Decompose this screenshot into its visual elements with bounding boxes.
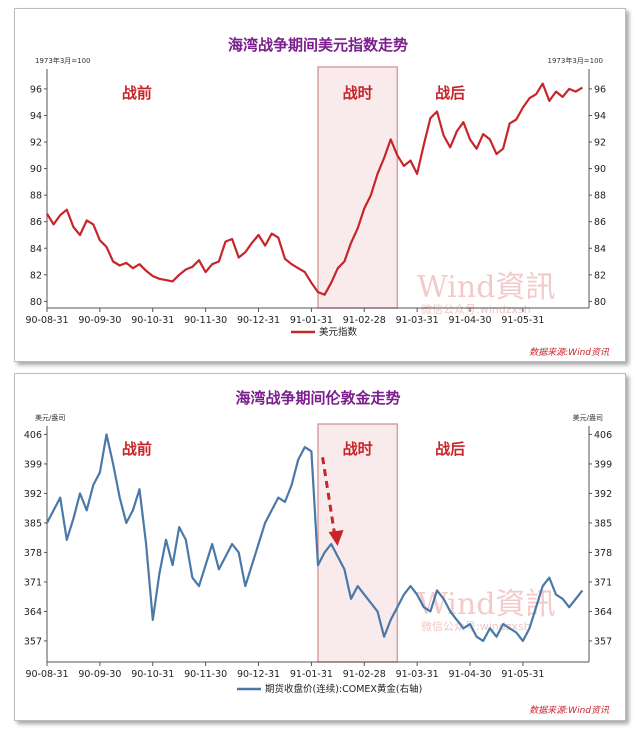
y-tick-label-left: 392 bbox=[24, 489, 42, 500]
war-period-box bbox=[317, 423, 399, 663]
phase-label-before: 战前 bbox=[122, 84, 152, 102]
legend-label: 期货收盘价(连续):COMEX黄金(右轴) bbox=[265, 683, 422, 695]
chart-title: 海湾战争期间美元指数走势 bbox=[228, 36, 408, 54]
y-tick-label-left: 80 bbox=[30, 297, 42, 308]
legend-label: 美元指数 bbox=[319, 326, 358, 338]
left-axis-unit: 1973年3月=100 bbox=[35, 56, 91, 65]
x-tick-label: 91-04-30 bbox=[448, 315, 491, 326]
x-tick-label: 90-09-30 bbox=[78, 315, 121, 326]
x-tick-label: 91-05-31 bbox=[501, 315, 544, 326]
phase-label-before: 战前 bbox=[122, 440, 152, 458]
x-tick-label: 91-01-31 bbox=[290, 315, 333, 326]
y-tick-label-right: 86 bbox=[594, 217, 606, 228]
x-tick-label: 90-09-30 bbox=[78, 669, 121, 680]
y-tick-label-left: 371 bbox=[24, 577, 42, 588]
y-tick-label-right: 357 bbox=[594, 636, 612, 647]
y-tick-label-left: 88 bbox=[30, 191, 42, 202]
x-tick-label: 91-02-28 bbox=[343, 315, 386, 326]
right-axis-unit: 1973年3月=100 bbox=[548, 56, 604, 65]
x-tick-label: 91-05-31 bbox=[501, 669, 544, 680]
x-tick-label: 91-03-31 bbox=[396, 669, 439, 680]
y-tick-label-left: 406 bbox=[24, 430, 42, 441]
x-tick-label: 90-12-31 bbox=[237, 669, 280, 680]
x-tick-label: 90-12-31 bbox=[237, 315, 280, 326]
phase-label-during: 战时 bbox=[343, 440, 373, 458]
data-source: 数据来源:Wind资讯 bbox=[529, 705, 610, 716]
x-tick-label: 91-04-30 bbox=[448, 669, 491, 680]
x-tick-label: 90-08-31 bbox=[25, 315, 68, 326]
phase-label-after: 战后 bbox=[435, 84, 465, 102]
y-tick-label-right: 82 bbox=[594, 270, 606, 281]
y-tick-label-left: 364 bbox=[24, 607, 42, 618]
y-tick-label-right: 364 bbox=[594, 607, 612, 618]
decline-arrow-shaft bbox=[321, 457, 337, 535]
y-tick-label-right: 96 bbox=[594, 84, 606, 95]
y-tick-label-left: 94 bbox=[30, 111, 42, 122]
y-tick-label-left: 399 bbox=[24, 459, 42, 470]
dollar-index-chart: 海湾战争期间美元指数走势 1973年3月=100 1973年3月=100 Wind資訊… bbox=[25, 36, 610, 358]
y-tick-label-left: 378 bbox=[24, 548, 42, 559]
y-tick-label-right: 92 bbox=[594, 138, 606, 149]
left-axis-unit: 美元/盎司 bbox=[35, 413, 65, 422]
x-tick-label: 90-10-31 bbox=[131, 669, 174, 680]
y-tick-label-left: 385 bbox=[24, 518, 42, 529]
dollar-index-chart-panel: 海湾战争期间美元指数走势 1973年3月=100 1973年3月=100 Wind資訊… bbox=[14, 8, 626, 362]
y-tick-label-left: 357 bbox=[24, 636, 42, 647]
y-tick-label-left: 90 bbox=[30, 164, 42, 175]
y-tick-label-right: 399 bbox=[594, 459, 612, 470]
y-tick-label-right: 378 bbox=[594, 548, 612, 559]
x-tick-label: 90-11-30 bbox=[184, 315, 227, 326]
watermark: Wind資訊 bbox=[417, 270, 555, 305]
y-tick-label-right: 385 bbox=[594, 518, 612, 529]
series-line bbox=[46, 82, 583, 296]
x-tick-label: 91-01-31 bbox=[290, 669, 333, 680]
y-tick-label-right: 84 bbox=[594, 244, 606, 255]
war-period-box bbox=[317, 66, 399, 309]
data-source: 数据来源:Wind资讯 bbox=[529, 347, 610, 358]
y-tick-label-left: 84 bbox=[30, 244, 42, 255]
chart-title: 海湾战争期间伦敦金走势 bbox=[235, 389, 400, 407]
y-tick-label-right: 406 bbox=[594, 430, 612, 441]
y-tick-label-right: 88 bbox=[594, 191, 606, 202]
series-line bbox=[46, 433, 584, 642]
y-tick-label-right: 371 bbox=[594, 577, 612, 588]
x-tick-label: 91-03-31 bbox=[396, 315, 439, 326]
x-tick-label: 90-11-30 bbox=[184, 669, 227, 680]
y-tick-label-right: 392 bbox=[594, 489, 612, 500]
y-tick-label-left: 92 bbox=[30, 138, 42, 149]
x-tick-label: 90-08-31 bbox=[25, 669, 68, 680]
decline-arrow-head bbox=[328, 530, 344, 546]
y-tick-label-left: 82 bbox=[30, 270, 42, 281]
x-tick-label: 91-02-28 bbox=[343, 669, 386, 680]
y-tick-label-left: 86 bbox=[30, 217, 42, 228]
phase-label-during: 战时 bbox=[343, 84, 373, 102]
watermark-subtitle: 微信公众号:windzxsh bbox=[421, 619, 531, 633]
y-tick-label-right: 90 bbox=[594, 164, 606, 175]
london-gold-chart-panel: 海湾战争期间伦敦金走势 美元/盎司 美元/盎司 Wind資訊 微信公众号:windzxs… bbox=[14, 373, 626, 721]
x-tick-label: 90-10-31 bbox=[131, 315, 174, 326]
y-tick-label-left: 96 bbox=[30, 84, 42, 95]
watermark-subtitle: 微信公众号:windzxsh bbox=[421, 302, 531, 316]
phase-label-after: 战后 bbox=[435, 440, 465, 458]
right-axis-unit: 美元/盎司 bbox=[573, 413, 603, 422]
y-tick-label-right: 94 bbox=[594, 111, 606, 122]
y-tick-label-right: 80 bbox=[594, 297, 606, 308]
